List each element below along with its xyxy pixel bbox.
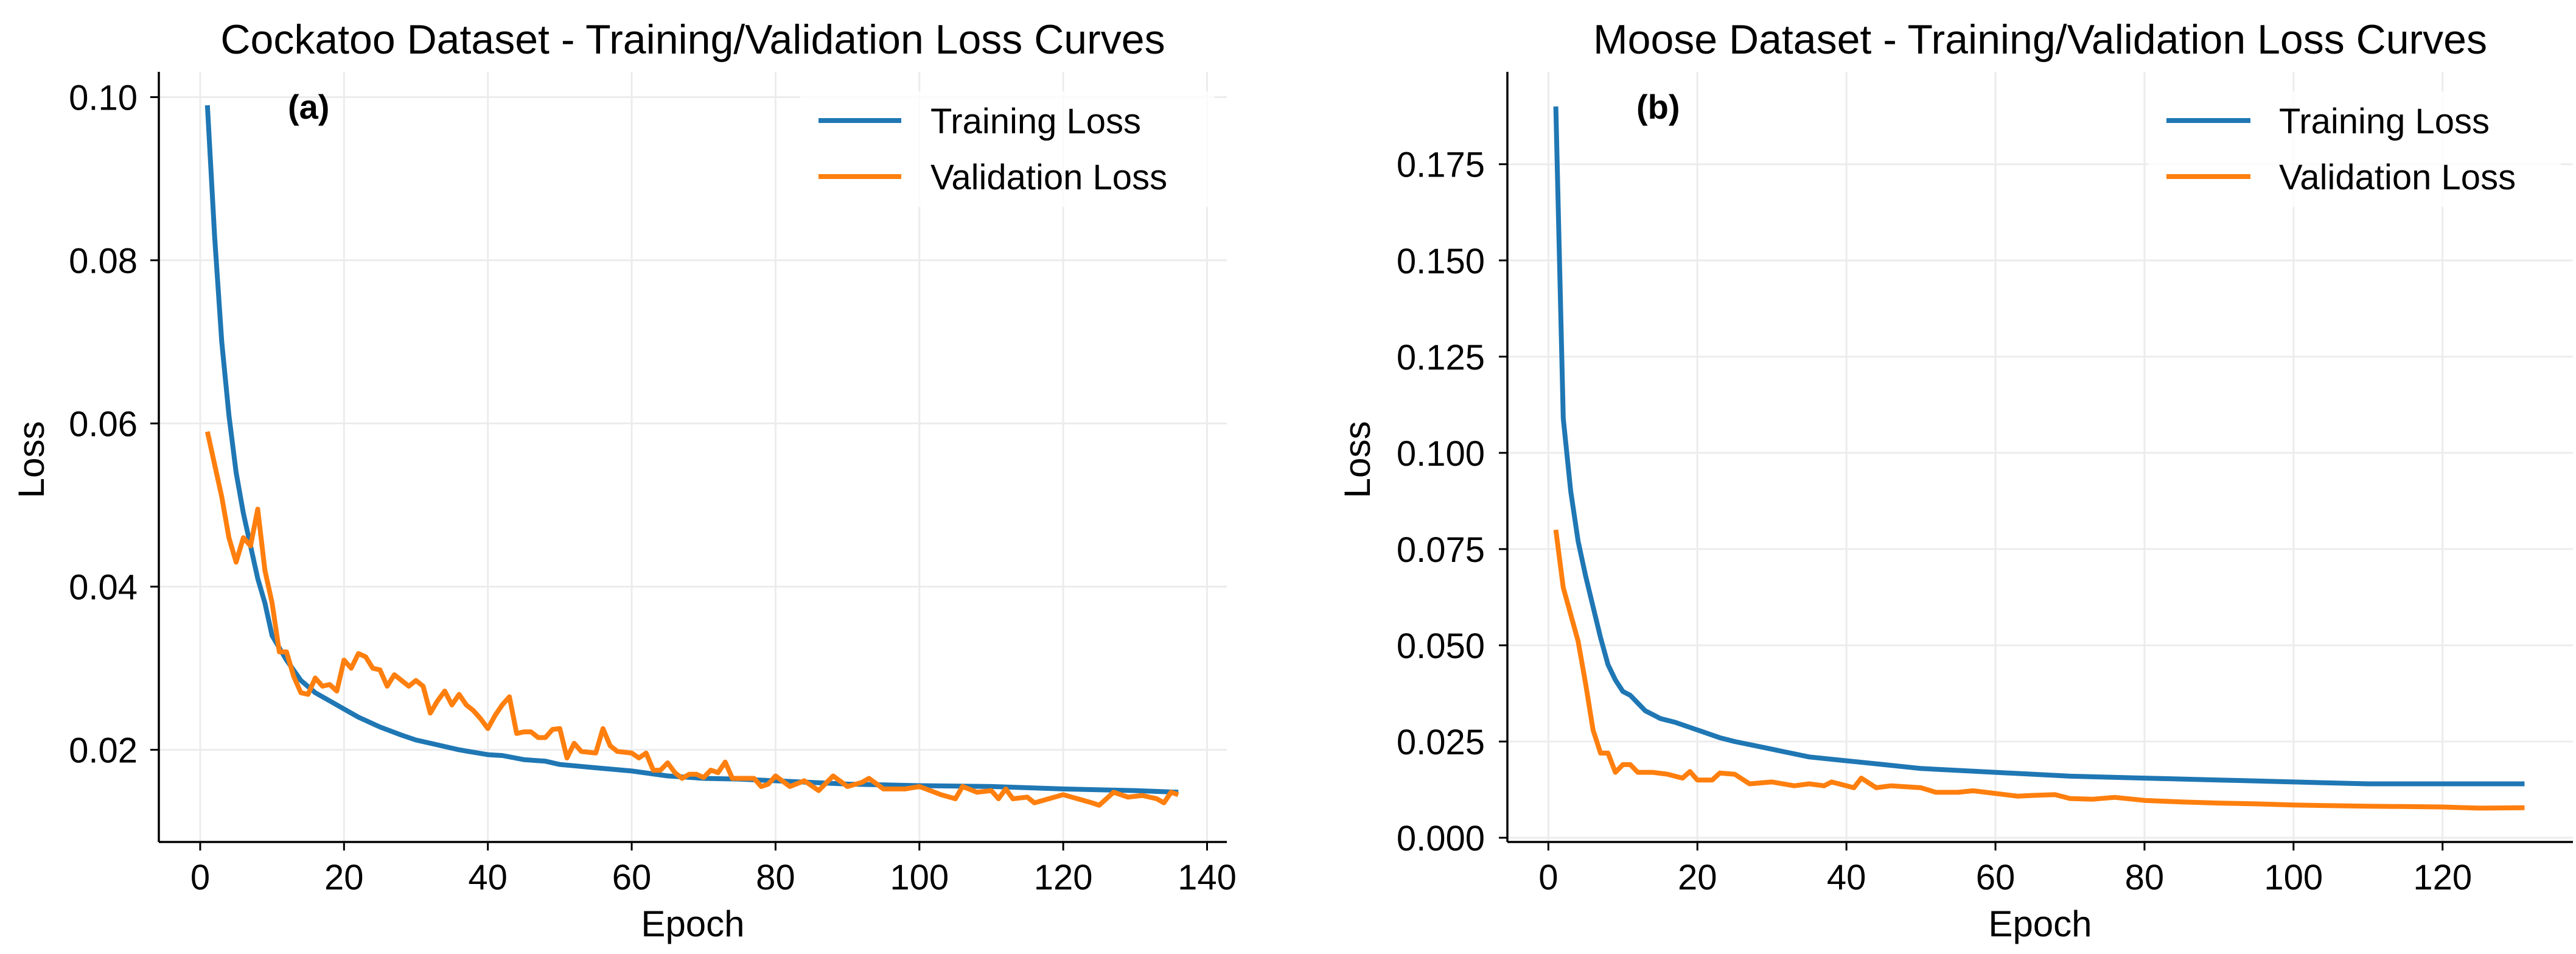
training-loss-line	[1553, 106, 2525, 787]
x-tick-label: 20	[1678, 858, 1717, 897]
x-tick-label: 0	[190, 858, 210, 897]
x-tick-label: 40	[1827, 858, 1866, 897]
y-tick-label: 0.150	[1397, 242, 1485, 281]
validation-loss-line	[1553, 529, 2525, 811]
chart-panel-b: 0 20 40 60 80 100 120 0.000 0.025 0.050 0.075 0.100…	[1337, 16, 2573, 944]
validation-loss-line	[204, 431, 1179, 808]
y-tick-label: 0.050	[1397, 626, 1485, 666]
x-tick-label: 20	[324, 858, 364, 897]
x-tick-label: 0	[1538, 858, 1558, 897]
x-tick-label: 40	[468, 858, 508, 897]
y-tick-label: 0.06	[69, 405, 138, 444]
panel-label: (a)	[288, 88, 329, 126]
x-tick-label: 100	[890, 858, 949, 897]
legend-box	[2148, 91, 2561, 207]
y-tick-label: 0.075	[1397, 530, 1485, 570]
y-tick-label: 0.125	[1397, 338, 1485, 377]
legend-label: Validation Loss	[930, 158, 1167, 197]
y-tick-label: 0.175	[1397, 146, 1485, 185]
y-tick-label: 0.10	[69, 79, 138, 118]
legend-label: Validation Loss	[2279, 158, 2516, 197]
x-tick-label: 100	[2264, 858, 2323, 897]
legend-box	[800, 91, 1215, 207]
training-loss-line	[204, 105, 1179, 795]
chart-title: Cockatoo Dataset - Training/Validation L…	[220, 16, 1165, 63]
chart-title: Moose Dataset - Training/Validation Loss…	[1593, 16, 2487, 63]
legend-label: Training Loss	[2279, 102, 2490, 141]
x-tick-label: 60	[1976, 858, 2016, 897]
x-tick-label: 80	[2125, 858, 2165, 897]
chart-panel-a: 0 20 40 60 80 100 120 140 0.02 0.04 0.06 0.08 0.10 Tr…	[11, 16, 1237, 944]
y-tick-label: 0.08	[69, 242, 138, 281]
y-axis-label: Loss	[1337, 421, 1378, 499]
x-tick-label: 80	[756, 858, 795, 897]
x-axis-label: Epoch	[641, 903, 744, 944]
x-axis-label: Epoch	[1988, 903, 2092, 944]
legend-label: Training Loss	[930, 102, 1141, 141]
x-tick-label: 60	[612, 858, 652, 897]
y-axis-label: Loss	[11, 421, 52, 499]
x-tick-label: 120	[2413, 858, 2472, 897]
y-tick-label: 0.04	[69, 568, 138, 608]
y-tick-label: 0.02	[69, 731, 138, 771]
x-tick-label: 120	[1034, 858, 1093, 897]
y-tick-label: 0.000	[1397, 819, 1485, 858]
y-tick-label: 0.025	[1397, 723, 1485, 762]
panel-label: (b)	[1636, 88, 1680, 126]
x-tick-label: 140	[1178, 858, 1237, 897]
y-tick-label: 0.100	[1397, 434, 1485, 474]
